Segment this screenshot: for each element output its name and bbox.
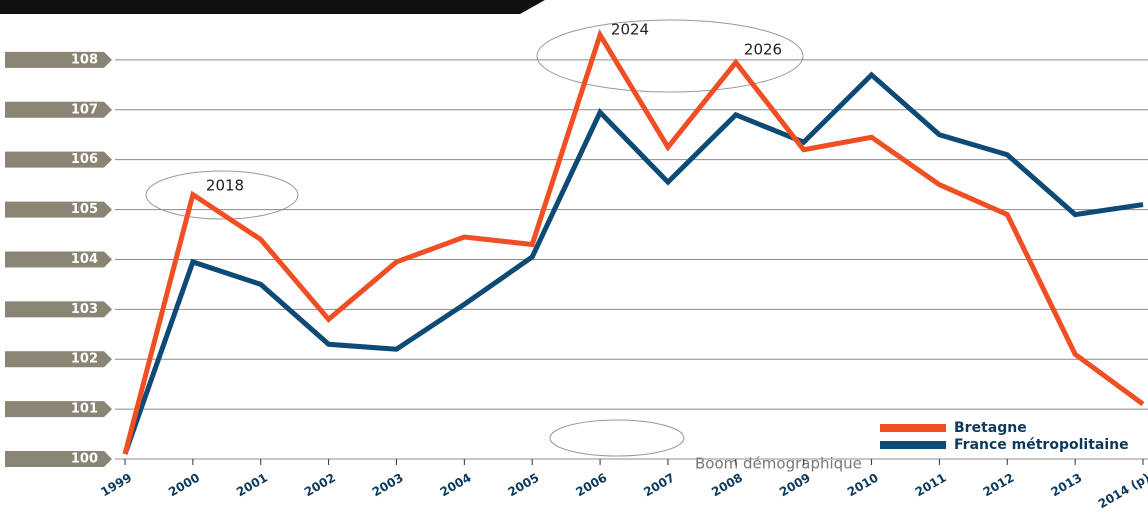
line-series — [122, 71, 1144, 455]
x-tick-label: 2005 — [506, 471, 542, 500]
legend-label: Bretagne — [954, 420, 1027, 436]
y-tick-tag — [5, 51, 112, 68]
y-tick-tag — [5, 401, 112, 418]
legend-label: France métropolitaine — [954, 437, 1129, 453]
x-tick-label: 2012 — [981, 471, 1017, 500]
y-tick-label: 108 — [71, 52, 98, 67]
annotation: 2024 — [611, 21, 649, 39]
y-tick-tag — [5, 101, 112, 118]
annotation: 2026 — [744, 41, 782, 59]
y-tick-tag — [5, 301, 112, 318]
y-tick-tag — [5, 201, 112, 218]
y-tick-label: 103 — [71, 302, 98, 317]
y-tick-tag — [5, 451, 112, 467]
x-tick-label: 2011 — [913, 471, 949, 500]
x-tick-label: 2004 — [438, 471, 474, 500]
legend-swatch — [880, 441, 946, 449]
x-tick-label: 1999 — [98, 471, 134, 500]
y-tick-tag — [5, 251, 112, 268]
x-tick-label: 2000 — [166, 471, 202, 500]
x-tick-label: 2014 (p) — [1096, 471, 1148, 512]
x-tick-label: 2001 — [234, 471, 270, 500]
x-tick-label: 2003 — [370, 471, 406, 500]
x-tick-label: 2008 — [709, 471, 745, 500]
y-tick-label: 104 — [71, 252, 98, 267]
x-tick-label: 2010 — [845, 471, 881, 500]
y-tick-label: 102 — [71, 352, 98, 367]
legend-note: Boom démographique — [695, 455, 862, 473]
y-tick-tag — [5, 351, 112, 368]
annotation-ellipse — [145, 170, 299, 220]
annotation: 2018 — [206, 177, 244, 195]
line-series — [122, 28, 1145, 455]
x-tick-label: 2007 — [641, 471, 677, 500]
y-tick-label: 106 — [71, 152, 98, 167]
y-tick-label: 100 — [71, 452, 98, 467]
annotation-ellipse — [536, 19, 804, 93]
x-tick-label: 2002 — [302, 471, 338, 500]
legend-ellipse — [549, 419, 685, 457]
y-tick-label: 107 — [71, 102, 98, 117]
y-tick-label: 105 — [71, 202, 98, 217]
x-tick-label: 2006 — [573, 471, 609, 500]
legend-swatch — [880, 424, 946, 432]
title-tab — [0, 0, 545, 14]
y-tick-label: 101 — [71, 402, 98, 417]
y-tick-tag — [5, 151, 112, 168]
x-tick-label: 2009 — [777, 471, 813, 500]
x-tick-label: 2013 — [1048, 471, 1084, 500]
